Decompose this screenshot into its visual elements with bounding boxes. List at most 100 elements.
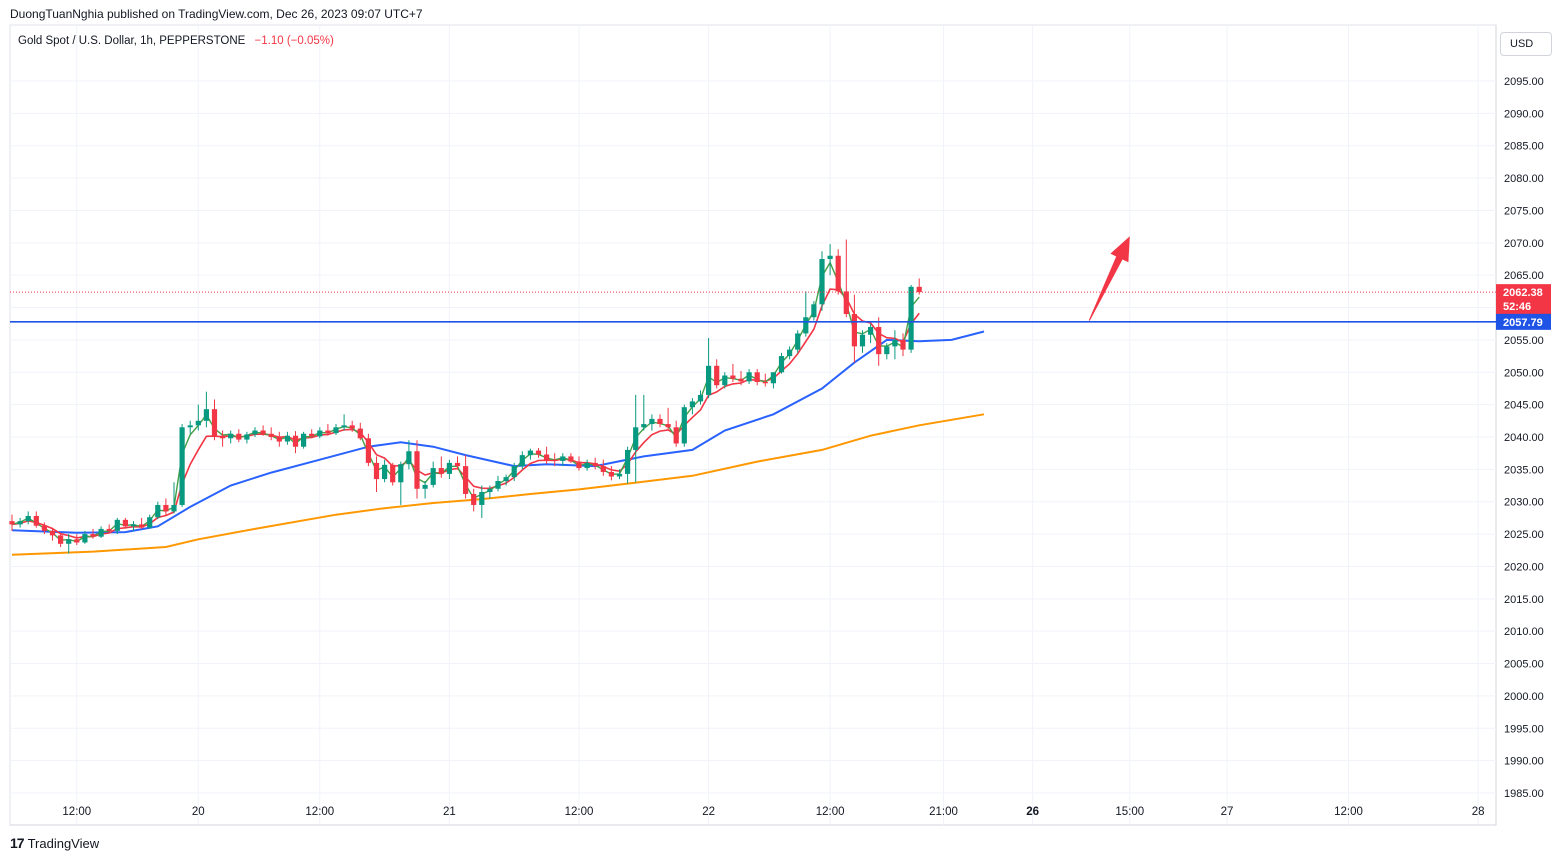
candle-body — [673, 427, 679, 444]
candle-body — [41, 525, 47, 531]
y-tick-label: 2015.00 — [1504, 594, 1544, 606]
candle-body — [535, 450, 542, 455]
candle-body — [706, 365, 712, 395]
candle-body — [244, 434, 250, 440]
candle-body — [657, 418, 663, 425]
candle-body — [811, 304, 817, 318]
candle-body — [309, 433, 315, 437]
y-tick-label: 2035.00 — [1504, 464, 1544, 476]
footer-brand[interactable]: 17 TradingView — [10, 835, 99, 851]
candle-body — [608, 471, 614, 477]
candle-body — [130, 524, 137, 527]
candle-body — [365, 438, 371, 463]
candle-body — [908, 286, 914, 350]
x-tick-label: 22 — [702, 806, 715, 818]
currency-button[interactable]: USD — [1500, 32, 1552, 56]
candle-body — [430, 468, 436, 485]
y-tick-label: 2025.00 — [1504, 529, 1544, 541]
x-tick-label: 12:00 — [305, 806, 334, 818]
published-line: DuongTuanNghia published on TradingView.… — [10, 7, 423, 21]
y-tick-label: 2030.00 — [1504, 497, 1544, 509]
candle-body — [106, 528, 112, 531]
candle-body — [155, 504, 161, 518]
y-tick-label: 2040.00 — [1504, 432, 1544, 444]
candle-body — [616, 473, 623, 477]
candle-body — [503, 477, 509, 482]
candle-body — [754, 372, 760, 382]
candle-body — [114, 519, 120, 531]
candle-body — [171, 504, 177, 512]
x-tick-label: 21 — [443, 806, 456, 818]
last-price-tag — [1496, 284, 1551, 315]
candle-body — [568, 456, 574, 462]
brand-name: TradingView — [27, 835, 100, 851]
x-tick-label: 15:00 — [1115, 806, 1144, 818]
candle-body — [770, 372, 776, 384]
x-tick-label: 28 — [1472, 806, 1485, 818]
candle-body — [406, 451, 412, 465]
countdown-label: 52:46 — [1503, 301, 1531, 313]
candle-body — [325, 430, 331, 434]
candle-body — [884, 346, 890, 355]
price-axis[interactable]: 1985.00 1990.00 1995.00 2000.00 2005.00 2010.… — [1496, 76, 1551, 800]
y-tick-label: 2050.00 — [1504, 367, 1544, 379]
candle-body — [851, 314, 857, 347]
symbol-legend[interactable]: Gold Spot / U.S. Dollar, 1h, PEPPERSTONE… — [18, 35, 334, 47]
candle-body — [625, 449, 631, 474]
plot-frame — [9, 24, 1497, 826]
y-tick-label: 2090.00 — [1504, 108, 1544, 120]
candle-body — [292, 435, 299, 447]
candle-body — [714, 365, 720, 386]
candle-body — [649, 418, 655, 425]
candle-body — [819, 259, 825, 305]
candle-body — [454, 462, 461, 467]
candle-body — [98, 528, 104, 537]
symbol-title: Gold Spot / U.S. Dollar, 1h, PEPPERSTONE — [18, 35, 246, 47]
time-axis[interactable]: 12:00 20 12:00 21 12:00 22 12:00 21:00 26 15:00 27… — [62, 806, 1484, 818]
price-change: −1.10 (−0.05%) — [254, 35, 334, 47]
candle-body — [341, 425, 347, 428]
y-tick-label: 2085.00 — [1504, 141, 1544, 153]
up-arrow-icon[interactable] — [1088, 236, 1130, 321]
candle-body — [260, 430, 266, 434]
x-tick-label: 21:00 — [929, 806, 958, 818]
y-tick-label: 2055.00 — [1504, 335, 1544, 347]
candle-body — [301, 433, 307, 447]
candle-body — [276, 437, 282, 442]
y-tick-label: 2010.00 — [1504, 626, 1544, 638]
candle-body — [25, 515, 31, 522]
candle-body — [689, 401, 695, 408]
candle-body — [317, 430, 323, 437]
candle-body — [892, 339, 898, 347]
candle-body — [49, 530, 56, 536]
candle-body — [382, 464, 388, 480]
y-tick-label: 2065.00 — [1504, 270, 1544, 282]
candle-body — [66, 539, 72, 544]
candle-body — [827, 255, 833, 259]
candle-body — [333, 427, 339, 434]
candle-body — [787, 349, 793, 357]
candle-body — [641, 424, 647, 428]
candles — [9, 239, 922, 554]
candle-body — [778, 356, 785, 373]
candle-body — [398, 464, 404, 483]
candle-body — [697, 394, 704, 402]
candle-body — [722, 375, 728, 386]
candle-body — [738, 378, 744, 382]
y-tick-label: 2020.00 — [1504, 561, 1544, 573]
candle-body — [803, 317, 809, 334]
y-tick-label: 1985.00 — [1504, 788, 1544, 800]
candle-body — [284, 435, 290, 442]
y-tick-label: 2005.00 — [1504, 659, 1544, 671]
y-tick-label: 1990.00 — [1504, 756, 1544, 768]
candle-body — [487, 488, 493, 493]
candle-body — [203, 409, 209, 421]
candle-body — [592, 462, 598, 467]
y-tick-label: 2045.00 — [1504, 400, 1544, 412]
candle-body — [147, 517, 153, 528]
candle-body — [600, 466, 606, 472]
candle-body — [33, 515, 39, 526]
candle-body — [584, 462, 590, 469]
candle-body — [357, 428, 363, 439]
